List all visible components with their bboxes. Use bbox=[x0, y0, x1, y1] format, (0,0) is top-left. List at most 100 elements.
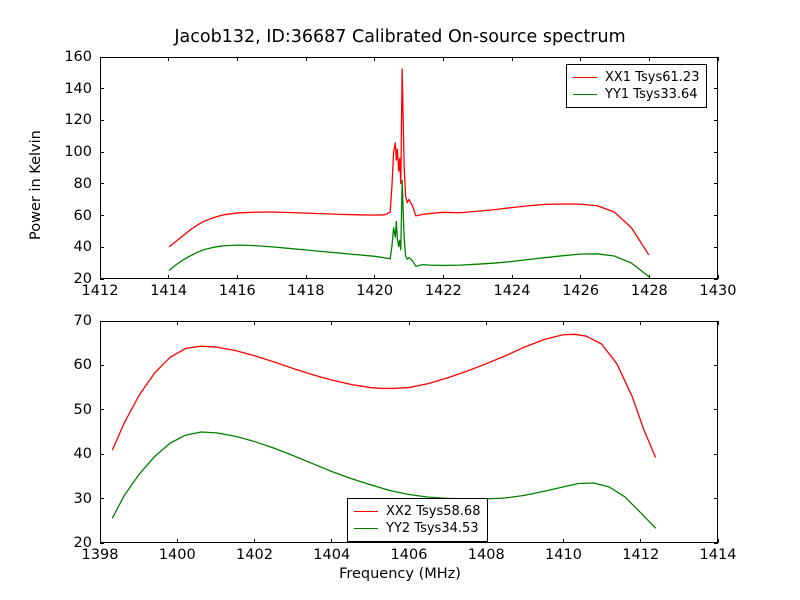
axis-tick bbox=[100, 183, 104, 185]
axis-tick bbox=[714, 278, 718, 280]
axis-tick bbox=[305, 57, 307, 61]
page-title: Jacob132, ID:36687 Calibrated On-source … bbox=[174, 27, 626, 47]
top-panel-y-axis-label: Power in Kelvin bbox=[28, 130, 44, 240]
axis-tick bbox=[374, 57, 376, 61]
x-tick-label: 1420 bbox=[356, 283, 394, 299]
y-tick-label: 140 bbox=[64, 80, 92, 97]
axis-tick bbox=[99, 539, 101, 543]
axis-tick bbox=[100, 320, 104, 322]
axis-tick bbox=[168, 275, 170, 279]
axis-tick bbox=[580, 57, 582, 61]
legend-item: YY2 Tsys34.53 bbox=[354, 520, 480, 537]
axis-tick bbox=[717, 275, 719, 279]
legend-label-xx1: XX1 Tsys61.23 bbox=[605, 70, 700, 85]
axis-tick bbox=[714, 542, 718, 544]
legend-item: XX2 Tsys58.68 bbox=[354, 503, 480, 520]
y-tick-label: 160 bbox=[64, 49, 92, 65]
x-tick-label: 1414 bbox=[150, 283, 188, 299]
axis-tick bbox=[100, 119, 104, 122]
axis-tick bbox=[100, 246, 104, 248]
axis-tick bbox=[100, 88, 104, 90]
x-tick-label: 1402 bbox=[236, 547, 273, 563]
axis-tick bbox=[100, 498, 104, 500]
axis-tick bbox=[99, 321, 101, 325]
axis-tick bbox=[100, 56, 104, 58]
axis-tick bbox=[714, 246, 718, 248]
axis-tick bbox=[100, 453, 104, 455]
axis-tick bbox=[714, 88, 718, 90]
axis-tick bbox=[648, 57, 650, 61]
legend-label-yy1: YY1 Tsys33.64 bbox=[605, 87, 698, 102]
legend-line-swatch-xx1 bbox=[573, 77, 597, 78]
y-tick-label: 30 bbox=[73, 490, 92, 507]
x-tick-label: 1406 bbox=[390, 547, 428, 563]
data-series-line bbox=[169, 69, 648, 254]
top-panel-plot-area bbox=[101, 58, 717, 278]
axis-tick bbox=[580, 275, 582, 279]
x-tick-label: 1424 bbox=[493, 283, 531, 299]
axis-tick bbox=[100, 542, 104, 544]
axis-tick bbox=[640, 539, 642, 543]
axis-tick bbox=[305, 275, 307, 279]
axis-tick bbox=[254, 321, 256, 325]
x-tick-label: 1418 bbox=[287, 283, 325, 299]
axis-tick bbox=[717, 321, 719, 325]
x-tick-label: 1426 bbox=[562, 283, 600, 299]
x-tick-label: 1398 bbox=[81, 547, 119, 563]
y-tick-label: 50 bbox=[73, 401, 92, 418]
axis-tick bbox=[511, 275, 513, 279]
axis-tick bbox=[100, 278, 104, 280]
axis-tick bbox=[236, 275, 238, 279]
axis-tick bbox=[714, 453, 718, 455]
axis-tick bbox=[563, 321, 565, 325]
x-tick-label: 1412 bbox=[622, 547, 660, 563]
axis-tick bbox=[408, 321, 410, 325]
axis-tick bbox=[168, 57, 170, 61]
axis-tick bbox=[714, 364, 718, 366]
axis-tick bbox=[236, 57, 238, 61]
axis-tick bbox=[714, 498, 718, 500]
axis-tick bbox=[714, 409, 718, 411]
y-tick-label: 100 bbox=[64, 144, 92, 161]
x-tick-label: 1412 bbox=[81, 283, 119, 299]
x-tick-label: 1410 bbox=[545, 547, 582, 563]
x-tick-label: 1422 bbox=[424, 283, 462, 299]
x-tick-label: 1414 bbox=[699, 547, 737, 563]
axis-tick bbox=[374, 275, 376, 279]
axis-tick bbox=[714, 320, 718, 322]
y-tick-label: 20 bbox=[73, 271, 92, 287]
axis-tick bbox=[485, 321, 487, 325]
axis-tick bbox=[511, 57, 513, 61]
top-panel-axes bbox=[100, 57, 718, 279]
axis-tick bbox=[176, 321, 178, 325]
bottom-panel-legend: XX2 Tsys58.68 YY2 Tsys34.53 bbox=[347, 498, 489, 542]
x-tick-label: 1428 bbox=[630, 283, 668, 299]
x-tick-label: 1408 bbox=[467, 547, 505, 563]
axis-tick bbox=[714, 215, 718, 217]
axis-tick bbox=[254, 539, 256, 543]
axis-tick bbox=[717, 57, 719, 61]
axis-tick bbox=[640, 321, 642, 325]
axis-tick bbox=[442, 275, 444, 279]
axis-tick bbox=[99, 275, 101, 279]
x-tick-label: 1400 bbox=[158, 547, 196, 563]
axis-tick bbox=[717, 539, 719, 543]
y-tick-label: 120 bbox=[64, 112, 92, 129]
legend-line-swatch-yy2 bbox=[354, 528, 378, 529]
legend-label-xx2: XX2 Tsys58.68 bbox=[386, 504, 481, 519]
axis-tick bbox=[714, 183, 718, 185]
y-tick-label: 60 bbox=[73, 357, 92, 374]
y-tick-label: 70 bbox=[73, 313, 92, 329]
legend-item: XX1 Tsys61.23 bbox=[573, 69, 699, 86]
y-tick-label: 40 bbox=[73, 239, 92, 256]
y-tick-label: 20 bbox=[73, 535, 92, 551]
legend-label-yy2: YY2 Tsys34.53 bbox=[386, 521, 479, 536]
axis-tick bbox=[176, 539, 178, 543]
x-tick-label: 1404 bbox=[313, 547, 351, 563]
data-series-line bbox=[113, 432, 656, 528]
y-tick-label: 80 bbox=[73, 175, 92, 192]
axis-tick bbox=[714, 56, 718, 58]
axis-tick bbox=[100, 409, 104, 411]
x-axis-label: Frequency (MHz) bbox=[339, 566, 461, 582]
